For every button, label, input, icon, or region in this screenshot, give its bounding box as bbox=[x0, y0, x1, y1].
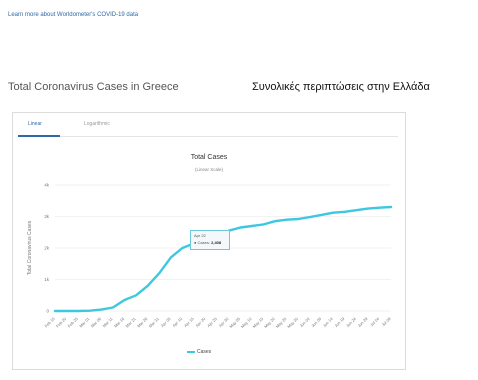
x-tick-label: May 15 bbox=[251, 316, 264, 329]
x-tick-label: Feb 20 bbox=[55, 316, 68, 329]
data-point[interactable] bbox=[169, 256, 172, 259]
active-tab-indicator bbox=[18, 135, 60, 137]
legend-label: Cases bbox=[197, 349, 212, 355]
x-tick-label: Mar 21 bbox=[124, 316, 137, 329]
data-point[interactable] bbox=[146, 284, 149, 287]
x-tick-label: Jun 14 bbox=[322, 316, 335, 329]
tab-linear[interactable]: Linear bbox=[28, 121, 42, 127]
data-point[interactable] bbox=[262, 223, 265, 226]
data-point[interactable] bbox=[251, 225, 253, 227]
data-point[interactable] bbox=[239, 226, 242, 229]
x-tick-label: Feb 25 bbox=[67, 316, 80, 329]
y-tick-label: 2k bbox=[44, 246, 50, 251]
page-title: Total Coronavirus Cases in Greece bbox=[8, 81, 179, 93]
x-tick-label: Jul 04 bbox=[369, 316, 381, 328]
page-headings: Total Coronavirus Cases in Greece Συνολι… bbox=[8, 81, 478, 95]
x-tick-label: Feb 15 bbox=[43, 316, 56, 329]
x-tick-label: Apr 10 bbox=[171, 316, 183, 328]
x-tick-label: May 25 bbox=[275, 316, 288, 329]
data-point[interactable] bbox=[390, 206, 392, 208]
x-tick-label: Mar 16 bbox=[113, 316, 126, 329]
data-point[interactable] bbox=[77, 310, 80, 312]
page-title-greek: Συνολικές περιπτώσεις στην Ελλάδα bbox=[252, 81, 430, 93]
data-point[interactable] bbox=[355, 209, 358, 212]
series-line-cases bbox=[53, 205, 393, 313]
x-tick-label: May 20 bbox=[263, 316, 276, 329]
x-tick-label: Mar 01 bbox=[78, 316, 91, 329]
tab-logarithmic[interactable]: Logarithmic bbox=[84, 121, 110, 127]
x-tick-label: Jun 19 bbox=[333, 316, 346, 329]
data-point[interactable] bbox=[100, 308, 103, 311]
data-point[interactable] bbox=[378, 206, 381, 209]
x-tick-label: Mar 06 bbox=[90, 316, 103, 329]
chart-panel: Linear Logarithmic Total Cases (Linear S… bbox=[12, 112, 406, 370]
tooltip-row: ● Cases: 2,408 bbox=[194, 240, 222, 245]
x-tick-label: Mar 26 bbox=[136, 316, 149, 329]
data-point[interactable] bbox=[135, 294, 138, 297]
x-tick-label: Jun 29 bbox=[357, 316, 370, 329]
data-point[interactable] bbox=[285, 218, 288, 221]
x-tick-label: Jun 24 bbox=[345, 316, 358, 329]
tooltip-series: Cases bbox=[197, 240, 209, 245]
scale-tabs: Linear Logarithmic bbox=[18, 118, 398, 137]
data-point[interactable] bbox=[65, 310, 68, 312]
data-point[interactable] bbox=[366, 207, 369, 210]
data-point[interactable] bbox=[181, 247, 184, 249]
learn-more-link[interactable]: Learn more about Worldometer's COVID-19 … bbox=[8, 12, 139, 18]
data-tooltip: Apr 22 ● Cases: 2,408 bbox=[190, 230, 230, 250]
y-tick-label: 1k bbox=[44, 277, 50, 282]
x-tick-label: Apr 15 bbox=[183, 316, 195, 328]
data-point[interactable] bbox=[343, 210, 346, 213]
data-point[interactable] bbox=[112, 306, 114, 309]
x-tick-label: Jun 04 bbox=[299, 316, 312, 329]
x-tick-label: Apr 25 bbox=[206, 316, 218, 328]
tooltip-date: Apr 22 bbox=[194, 233, 206, 238]
x-tick-label: May 05 bbox=[228, 316, 241, 329]
y-tick-label: 3k bbox=[44, 214, 50, 219]
data-point[interactable] bbox=[297, 218, 300, 220]
data-point[interactable] bbox=[274, 220, 277, 223]
x-tick-label: Apr 05 bbox=[160, 316, 172, 328]
legend-swatch bbox=[187, 350, 195, 353]
data-point[interactable] bbox=[88, 309, 91, 312]
data-point[interactable] bbox=[158, 272, 161, 275]
tooltip-value: 2,408 bbox=[211, 240, 222, 245]
data-point[interactable] bbox=[54, 310, 56, 312]
x-tick-label: Jul 09 bbox=[381, 316, 393, 328]
chart-subtitle: (Linear Scale) bbox=[195, 167, 224, 172]
cases-line-chart: Total Cases (Linear Scale) Total Coronav… bbox=[27, 154, 393, 329]
data-point[interactable] bbox=[332, 211, 334, 214]
data-point[interactable] bbox=[308, 216, 311, 219]
x-tick-label: Apr 20 bbox=[194, 316, 206, 328]
chart-legend[interactable]: Cases bbox=[187, 349, 211, 357]
y-axis-label: Total Coronavirus Cases bbox=[27, 220, 33, 275]
chart-title: Total Cases bbox=[191, 154, 228, 161]
x-tick-label: Jun 09 bbox=[310, 316, 323, 329]
x-tick-label: Mar 11 bbox=[102, 316, 115, 329]
x-tick-label: Mar 31 bbox=[148, 316, 161, 329]
x-tick-label: May 10 bbox=[240, 316, 253, 329]
y-tick-label: 4k bbox=[44, 183, 50, 188]
x-tick-label: May 30 bbox=[286, 316, 299, 329]
y-tick-label: 0 bbox=[46, 309, 49, 314]
data-point[interactable] bbox=[123, 299, 126, 301]
data-point[interactable] bbox=[320, 214, 323, 216]
